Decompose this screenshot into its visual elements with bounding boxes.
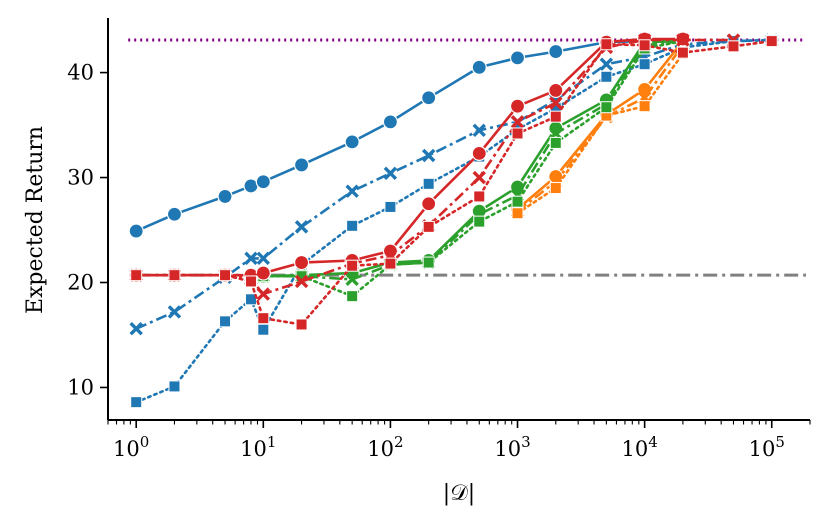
data-point-red-circle-solid-8 <box>421 196 437 212</box>
data-point-red-square-dotted-4 <box>257 312 270 325</box>
data-point-red-x-dashdot-5 <box>294 274 309 289</box>
data-point-blue-x-dashdot-0 <box>129 321 143 336</box>
x-tick-label-3: 103 <box>494 433 530 461</box>
data-point-blue-x-dashdot-9 <box>472 123 486 138</box>
data-point-green-square-dotted-6 <box>511 195 524 208</box>
data-point-blue-circle-solid-0 <box>128 223 144 239</box>
data-point-green-square-dotted-7 <box>549 136 562 149</box>
data-point-blue-x-dashdot-4 <box>256 251 271 266</box>
data-point-green-square-dotted-8 <box>600 101 613 114</box>
x-tick-label-0: 100 <box>113 433 149 461</box>
data-point-red-square-dotted-10 <box>511 127 524 140</box>
data-point-blue-x-dashdot-5 <box>294 220 309 234</box>
data-point-blue-circle-solid-5 <box>293 157 310 173</box>
data-point-red-x-dashdot-4 <box>256 287 271 301</box>
series-line-red-x-dashdot <box>136 38 734 296</box>
data-point-red-circle-solid-11 <box>548 82 564 99</box>
data-point-blue-circle-solid-10 <box>509 50 526 66</box>
series-line-blue-square-dotted <box>134 38 774 404</box>
series-layer <box>128 31 779 409</box>
series-line-blue-x-dashdot <box>135 38 772 330</box>
x-tick-label-5: 105 <box>749 433 785 461</box>
data-point-blue-circle-solid-11 <box>548 43 564 60</box>
y-ticks: 10 20 30 40 <box>67 61 108 399</box>
data-point-blue-x-dashdot-6 <box>345 184 359 198</box>
series-line-red-square-dotted <box>134 39 774 326</box>
data-point-blue-circle-solid-7 <box>382 114 399 130</box>
data-point-red-x-dashdot-14 <box>676 33 690 47</box>
x-axis-label: |𝒟| <box>443 481 475 506</box>
series-red-circle-solid <box>128 31 691 283</box>
data-point-red-square-dotted-11 <box>549 110 562 123</box>
data-point-blue-square-dotted-4 <box>257 323 270 336</box>
data-point-red-square-dotted-2 <box>219 269 232 282</box>
data-point-blue-square-dotted-8 <box>422 177 435 190</box>
data-point-red-square-dotted-7 <box>384 257 397 270</box>
data-point-red-square-dotted-16 <box>765 35 778 48</box>
data-point-blue-square-dotted-12 <box>600 70 613 83</box>
data-point-blue-circle-solid-2 <box>217 188 233 205</box>
data-point-blue-x-dashdot-12 <box>599 57 614 71</box>
data-point-red-square-dotted-15 <box>727 40 740 53</box>
data-point-blue-square-dotted-3 <box>244 293 257 306</box>
data-point-orange-square-dotted-1 <box>549 182 562 195</box>
y-axis-label: Expected Return <box>23 126 48 314</box>
data-point-blue-square-dotted-6 <box>346 219 359 232</box>
series-line-green-square-dotted <box>261 39 685 298</box>
series-line-orange-square-dotted <box>516 52 685 215</box>
data-point-red-square-dotted-12 <box>600 38 613 51</box>
data-point-blue-square-dotted-1 <box>168 380 181 393</box>
data-point-green-square-dotted-4 <box>422 256 435 269</box>
y-tick-label-3: 40 <box>67 61 94 85</box>
y-tick-label-2: 30 <box>67 166 94 190</box>
y-tick-label-0: 10 <box>67 375 94 399</box>
data-point-blue-x-dashdot-7 <box>383 166 398 181</box>
y-tick-label-1: 20 <box>67 271 94 295</box>
data-point-red-circle-solid-9 <box>471 145 487 161</box>
data-point-blue-square-dotted-7 <box>384 200 397 213</box>
data-point-red-square-dotted-13 <box>638 39 651 52</box>
data-point-blue-x-dashdot-3 <box>244 251 258 266</box>
data-point-red-square-dotted-14 <box>676 46 689 59</box>
data-point-blue-circle-solid-8 <box>421 90 437 106</box>
data-point-blue-x-dashdot-1 <box>167 305 182 319</box>
data-point-red-square-dotted-5 <box>295 318 308 331</box>
data-point-red-square-dotted-0 <box>130 269 143 282</box>
data-point-red-square-dotted-8 <box>422 220 435 233</box>
data-point-red-x-dashdot-10 <box>510 115 525 129</box>
data-point-green-square-dotted-5 <box>473 215 486 228</box>
data-point-red-x-dashdot-11 <box>549 96 563 110</box>
x-tick-label-1: 101 <box>240 433 276 461</box>
data-point-blue-square-dotted-2 <box>219 315 232 328</box>
data-point-blue-circle-solid-4 <box>255 174 271 190</box>
data-point-red-circle-solid-4 <box>255 265 271 281</box>
x-tick-label-2: 102 <box>367 433 403 461</box>
data-point-blue-square-dotted-0 <box>130 396 143 409</box>
data-point-blue-x-dashdot-8 <box>421 148 436 163</box>
data-point-red-circle-solid-5 <box>293 254 310 271</box>
data-point-red-square-dotted-3 <box>244 275 257 288</box>
data-point-green-square-dotted-2 <box>346 290 359 303</box>
data-point-red-square-dotted-1 <box>168 269 181 282</box>
data-point-red-x-dashdot-9 <box>472 170 486 185</box>
data-point-green-x-dashdot-2 <box>345 272 359 287</box>
data-point-red-square-dotted-6 <box>346 259 359 272</box>
data-point-orange-square-dotted-3 <box>638 100 651 113</box>
data-point-red-circle-solid-10 <box>509 98 526 114</box>
data-point-blue-circle-solid-9 <box>471 59 487 75</box>
data-point-blue-circle-solid-6 <box>344 134 360 150</box>
data-point-blue-circle-solid-1 <box>166 206 183 222</box>
x-tick-label-4: 104 <box>621 433 657 461</box>
series-line-green-x-dashdot <box>263 39 684 281</box>
series-blue-square-dotted <box>130 34 778 409</box>
data-point-orange-square-dotted-0 <box>511 207 524 220</box>
data-point-red-square-dotted-9 <box>473 190 486 203</box>
series-red-square-dotted <box>130 35 778 331</box>
series-blue-x-dashdot <box>129 33 779 336</box>
x-ticks: 100 101 102 103 104 105 <box>107 420 811 461</box>
series-line-orange-x-dashdot <box>516 44 684 213</box>
data-point-blue-square-dotted-13 <box>638 58 651 71</box>
